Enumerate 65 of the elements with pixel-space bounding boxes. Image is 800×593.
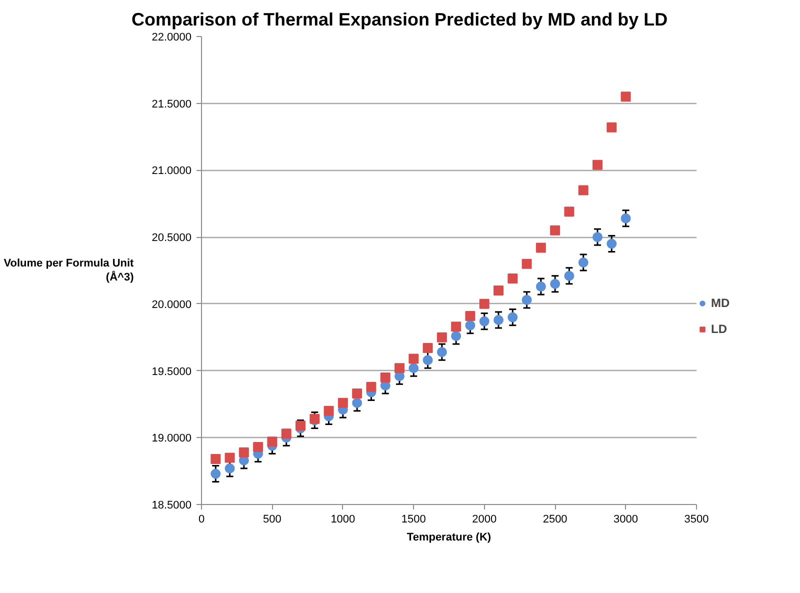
x-tick-label: 1000 — [330, 514, 356, 526]
point — [578, 185, 588, 196]
point — [451, 322, 462, 332]
point — [508, 274, 518, 284]
point — [224, 463, 235, 474]
point — [494, 314, 504, 325]
point — [479, 316, 490, 326]
point — [380, 372, 390, 382]
x-tick-label: 3500 — [684, 514, 709, 526]
x-tick-label: 0 — [198, 514, 205, 526]
point — [210, 468, 221, 479]
y-tick-label: 21.0000 — [152, 165, 192, 178]
y-tick-label: 19.0000 — [152, 432, 192, 445]
point — [606, 238, 617, 249]
y-tick-label: 21.5000 — [152, 98, 192, 110]
point — [606, 122, 617, 132]
point — [536, 242, 546, 253]
point — [564, 206, 574, 217]
point — [436, 332, 447, 342]
x-axis-title: Temperature (K) — [406, 532, 492, 544]
point — [465, 320, 476, 330]
point — [451, 331, 462, 342]
legend-label: LD — [711, 322, 728, 336]
point — [592, 160, 602, 170]
point — [522, 258, 532, 269]
point — [536, 282, 546, 292]
point — [436, 347, 447, 358]
point — [620, 92, 631, 102]
point — [564, 270, 574, 281]
point — [338, 398, 348, 408]
chart-title: Comparison of Thermal Expansion Predicted by MD and by LD — [132, 10, 668, 30]
point — [422, 343, 433, 354]
x-tick-label: 2500 — [542, 514, 568, 526]
point — [238, 447, 249, 458]
x-tick-label: 2000 — [472, 514, 497, 526]
x-tick-label: 500 — [263, 514, 282, 526]
point — [394, 363, 404, 374]
y-tick-label: 20.0000 — [152, 298, 192, 311]
y-tick-label: 20.5000 — [152, 232, 192, 244]
point — [366, 382, 376, 392]
y-tick-label: 18.5000 — [152, 500, 192, 512]
y-axis-title: Volume per Formula Unit (Å^3) — [4, 257, 134, 284]
point — [522, 294, 532, 305]
point — [465, 310, 476, 321]
point — [324, 406, 334, 416]
point — [422, 355, 433, 366]
x-tick-label: 3000 — [614, 514, 638, 526]
point — [550, 278, 560, 289]
y-tick-label: 22.0000 — [152, 32, 192, 44]
point — [352, 388, 362, 399]
y-tick-label: 19.5000 — [152, 366, 192, 378]
point — [592, 232, 602, 242]
x-tick-label: 1500 — [401, 514, 426, 526]
point — [578, 257, 588, 268]
point — [352, 398, 362, 408]
point — [408, 354, 419, 364]
point — [253, 442, 264, 452]
point — [508, 312, 518, 322]
point — [550, 225, 560, 236]
point — [620, 213, 631, 224]
point — [224, 452, 235, 463]
point — [494, 286, 504, 296]
legend-label: MD — [711, 296, 731, 310]
point — [408, 363, 419, 374]
point — [479, 298, 490, 309]
